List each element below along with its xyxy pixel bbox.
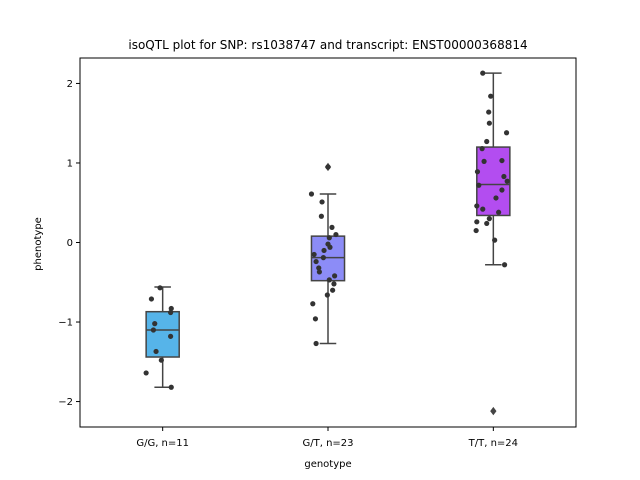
data-point [150,327,157,333]
data-point [168,309,174,316]
data-point [318,213,324,219]
data-point [331,281,337,287]
data-point [168,384,174,390]
data-point [481,158,487,164]
y-axis-label: phenotype [33,217,44,271]
data-point [480,70,486,76]
y-tick-label: −2 [58,397,73,408]
x-tick-label: G/G, n=11 [136,438,189,449]
data-point [313,258,319,265]
data-point [308,191,315,197]
data-point [332,273,338,279]
data-point [325,164,331,170]
data-point [148,296,155,302]
data-point [484,138,490,145]
data-point [333,231,339,238]
data-point [329,224,335,230]
data-point [319,199,325,205]
data-point [496,209,502,215]
plot-area: −2 −1 0 1 2 G/G, n=11 G/T, n=23 T/T, n=24 [58,70,518,449]
outlier-marker [490,406,497,416]
x-tick-label: G/T, n=23 [302,438,353,449]
data-point [168,305,174,312]
data-point [316,269,323,275]
data-point [486,120,492,126]
data-point [492,237,498,243]
y-tick-label: 0 [67,238,73,249]
data-point [327,244,333,250]
data-point [311,251,317,258]
y-tick-label: 2 [67,79,73,90]
data-point [320,255,326,261]
data-point [473,227,479,234]
data-point [310,301,316,307]
x-tick-label: T/T, n=24 [468,438,518,449]
data-point [503,130,510,136]
data-point [143,370,149,376]
data-point [313,340,319,347]
data-point [479,146,485,152]
data-point [321,247,327,254]
data-point [157,285,163,291]
data-point [153,348,159,355]
data-point [326,277,332,283]
y-tick-label: −1 [58,318,73,329]
data-point [501,173,507,180]
x-axis-label: genotype [304,459,351,470]
data-point [501,262,508,268]
data-point [480,206,486,212]
data-point [476,182,482,188]
data-point [499,157,505,164]
data-point [312,316,319,322]
data-point [484,220,490,227]
plot-frame [79,57,577,428]
data-point [504,178,510,184]
data-point [152,321,158,327]
data-point [499,187,505,193]
data-point [493,195,499,201]
data-point [486,109,492,115]
data-point [474,219,480,225]
data-point [474,169,481,175]
data-point [486,216,492,222]
data-point [324,292,330,298]
box-iqr [145,310,180,358]
data-point [316,265,322,271]
data-point [330,287,336,293]
box-iqr [476,146,511,217]
data-point [474,203,480,209]
data-point [326,235,332,241]
data-point [168,333,174,339]
data-point [158,357,164,363]
y-tick-label: 1 [67,158,73,169]
data-point [488,93,494,99]
chart-title: isoQTL plot for SNP: rs1038747 and trans… [128,38,527,52]
